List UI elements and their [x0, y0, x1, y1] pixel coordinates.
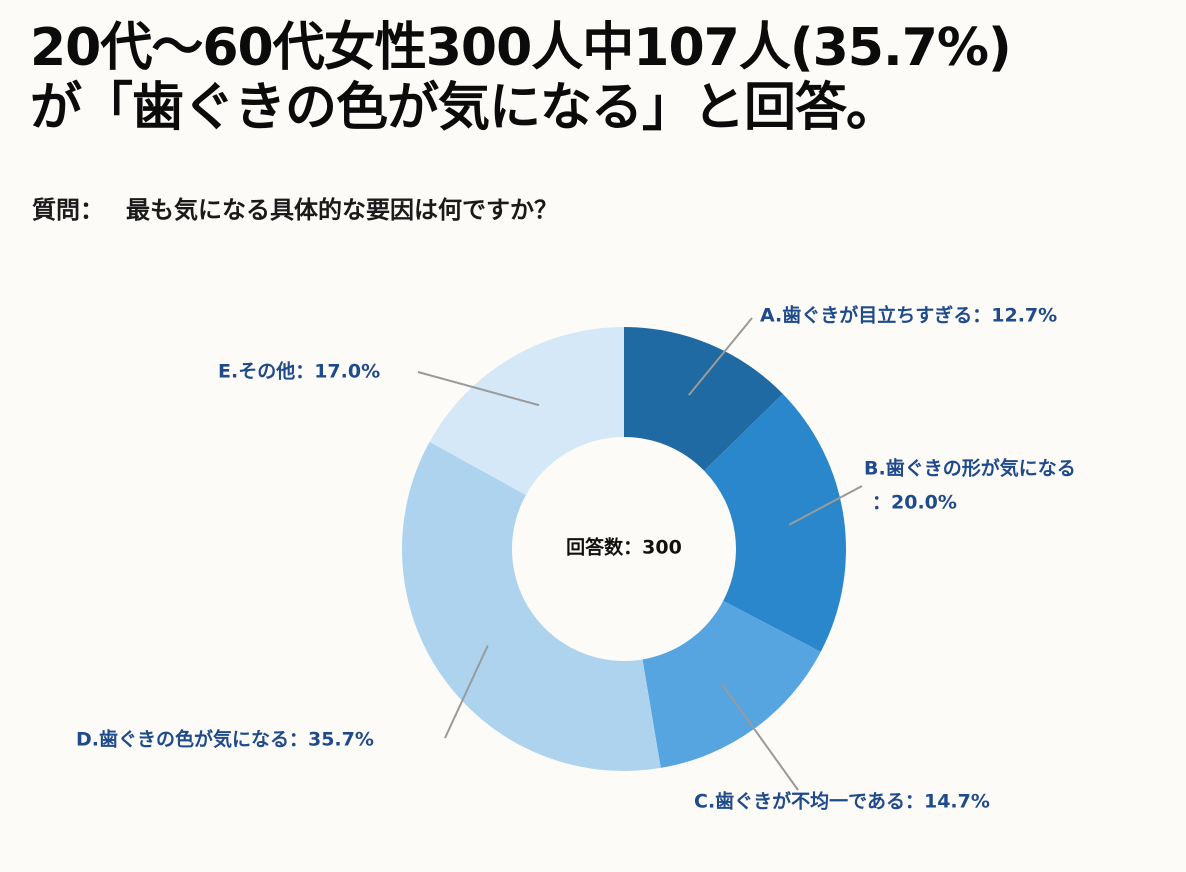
leader-line-b	[788, 485, 863, 526]
label-a: A.歯ぐきが目立ちすぎる：12.7%	[760, 304, 1057, 327]
donut-slice-a	[624, 327, 783, 471]
question-label: 質問：	[32, 196, 104, 224]
donut-slice-e	[429, 327, 624, 495]
leader-line-c	[721, 683, 799, 791]
center-label: 回答数：300	[566, 536, 682, 559]
label-c: C.歯ぐきが不均一である：14.7%	[694, 790, 990, 813]
donut-slice-c	[642, 600, 821, 768]
leader-line-d	[444, 645, 489, 739]
label-e: E.その他：17.0%	[218, 360, 380, 383]
label-b-line-2: ：20.0%	[872, 492, 957, 514]
leader-line-a	[688, 317, 753, 396]
label-b-line-1: B.歯ぐきの形が気になる	[864, 457, 1076, 480]
donut-slice-d	[401, 441, 661, 771]
leader-line-e	[417, 371, 540, 407]
chart-title: 20代〜60代女性300人中107人(35.7%) が「歯ぐきの色が気になる」と…	[30, 18, 1170, 138]
title-line-1: 20代〜60代女性300人中107人(35.7%)	[30, 18, 1012, 78]
question-text: 最も気になる具体的な要因は何ですか？	[126, 196, 558, 224]
question: 質問： 最も気になる具体的な要因は何ですか？	[32, 190, 558, 225]
donut-slice-b	[704, 393, 846, 652]
label-d: D.歯ぐきの色が気になる：35.7%	[76, 728, 374, 751]
title-line-2: が「歯ぐきの色が気になる」と回答。	[30, 78, 898, 138]
